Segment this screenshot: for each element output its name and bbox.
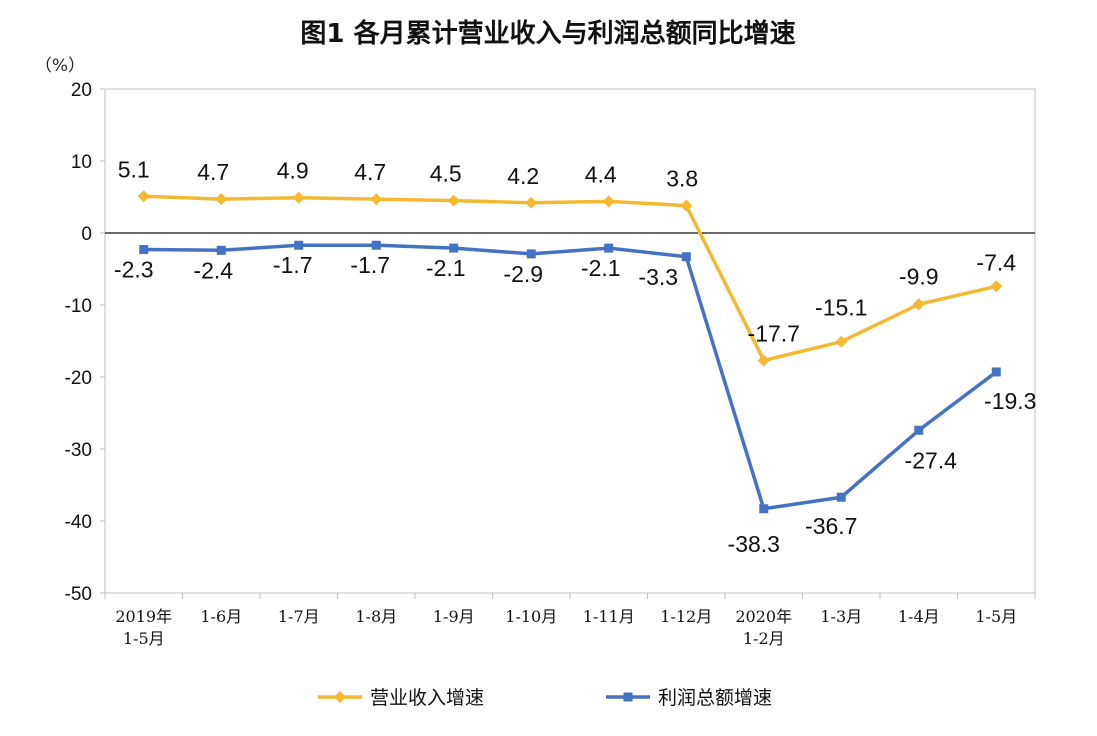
y-tick-label: -10 — [65, 296, 92, 317]
data-label: -17.7 — [748, 320, 800, 346]
data-point-marker — [216, 245, 226, 255]
data-point-marker — [449, 243, 459, 253]
legend-swatch-marker — [623, 692, 633, 702]
y-tick-label: 10 — [71, 152, 92, 173]
data-label: 4.5 — [430, 161, 462, 187]
data-point-marker — [371, 240, 381, 250]
x-tick-label: 1-3月 — [820, 607, 862, 626]
data-point-marker — [215, 193, 228, 206]
data-point-marker — [602, 195, 615, 208]
x-tick-label: 1-12月 — [660, 607, 712, 626]
y-tick-label: 0 — [81, 224, 92, 245]
x-tick-label: 1-7月 — [278, 607, 320, 626]
data-label: 4.4 — [585, 161, 617, 187]
x-tick-label: 1-10月 — [505, 607, 557, 626]
data-label: 4.2 — [507, 163, 539, 189]
legend-swatch-marker — [334, 691, 346, 703]
data-point-marker — [681, 252, 691, 262]
x-tick-label: 1-11月 — [583, 607, 635, 626]
data-point-marker — [836, 492, 846, 502]
data-point-marker — [292, 191, 305, 204]
data-point-marker — [370, 193, 383, 206]
data-point-marker — [525, 196, 538, 209]
y-tick-label: -50 — [65, 584, 92, 605]
series-2: -2.3 -2.4 -1.7 -1.7 -2.1 -2.9 -2.1 -3.3 -38.3 -36… — [114, 240, 1036, 557]
data-point-marker — [912, 298, 925, 311]
x-tick-label: 1-5月 — [123, 629, 165, 648]
data-label: -3.3 — [638, 264, 678, 290]
data-label: -2.1 — [426, 255, 466, 281]
series-line — [143, 194, 997, 363]
data-point-marker — [759, 504, 769, 514]
data-label: -1.7 — [350, 252, 390, 278]
x-tick-label: 2020年 — [735, 607, 792, 626]
data-label: 4.7 — [197, 159, 229, 185]
x-tick-label: 1-8月 — [355, 607, 397, 626]
data-label: -9.9 — [899, 263, 939, 289]
data-point-marker — [139, 245, 149, 255]
y-tick-label: -20 — [65, 368, 92, 389]
data-label: -2.4 — [193, 257, 233, 283]
x-tick-label: 1-6月 — [200, 607, 242, 626]
y-axis-ticks: 20 10 0 -10 -20 -30 -40 -50 — [65, 80, 105, 605]
x-tick-label: 1-5月 — [975, 607, 1017, 626]
x-tick-label: 1-9月 — [433, 607, 475, 626]
data-label: -19.3 — [984, 388, 1036, 414]
data-point-marker — [447, 194, 460, 207]
y-axis-unit-label: （%） — [35, 56, 85, 76]
x-tick-label: 1-2月 — [743, 629, 785, 648]
data-point-marker — [680, 199, 693, 212]
data-point-marker — [604, 243, 614, 253]
legend-item: 营业收入增速 — [318, 687, 484, 709]
x-tick-label: 2019年 — [115, 607, 172, 626]
data-label: -2.9 — [503, 261, 543, 287]
y-tick-label: -40 — [65, 512, 92, 533]
data-label: -15.1 — [815, 295, 867, 321]
series-layer: 5.1 4.7 4.9 4.7 4.5 4.2 4.4 3.8 -17.7 -15.1 -9.9 -7… — [114, 156, 1037, 556]
y-tick-label: -30 — [65, 440, 92, 461]
data-label: 3.8 — [666, 166, 698, 192]
data-label: -7.4 — [976, 249, 1016, 275]
data-label: -1.7 — [273, 252, 313, 278]
data-label: 4.7 — [354, 159, 386, 185]
legend-item: 利润总额增速 — [606, 687, 772, 709]
data-label: 5.1 — [118, 156, 150, 182]
series-line — [143, 243, 998, 511]
data-point-marker — [914, 425, 924, 435]
data-point-marker — [991, 367, 1001, 377]
y-tick-label: 20 — [71, 80, 92, 101]
legend-label: 营业收入增速 — [370, 687, 484, 709]
data-label: -27.4 — [905, 447, 958, 473]
data-point-marker — [990, 280, 1003, 293]
data-point-marker — [526, 249, 536, 259]
plot-area-frame — [104, 88, 1036, 594]
data-label: -38.3 — [728, 531, 780, 557]
data-label: 4.9 — [277, 158, 309, 184]
data-label: -2.1 — [581, 255, 621, 281]
data-label: -36.7 — [805, 513, 857, 539]
legend: 营业收入增速 利润总额增速 — [318, 687, 772, 709]
chart-title: 图1 各月累计营业收入与利润总额同比增速 — [300, 18, 795, 49]
x-tick-label: 1-4月 — [898, 607, 940, 626]
data-point-marker — [757, 354, 770, 367]
series-1: 5.1 4.7 4.9 4.7 4.5 4.2 4.4 3.8 -17.7 -15.1 -9.9 -7… — [118, 156, 1016, 367]
data-point-marker — [294, 240, 304, 250]
data-label: -2.3 — [114, 257, 154, 283]
legend-label: 利润总额增速 — [658, 687, 772, 709]
data-point-marker — [137, 190, 150, 203]
x-axis-ticks: 2019年 1-5月 1-6月 1-7月 1-8月 1-9月 1-10月 1-11月 1-12月… — [104, 593, 1036, 648]
data-point-marker — [835, 335, 848, 348]
